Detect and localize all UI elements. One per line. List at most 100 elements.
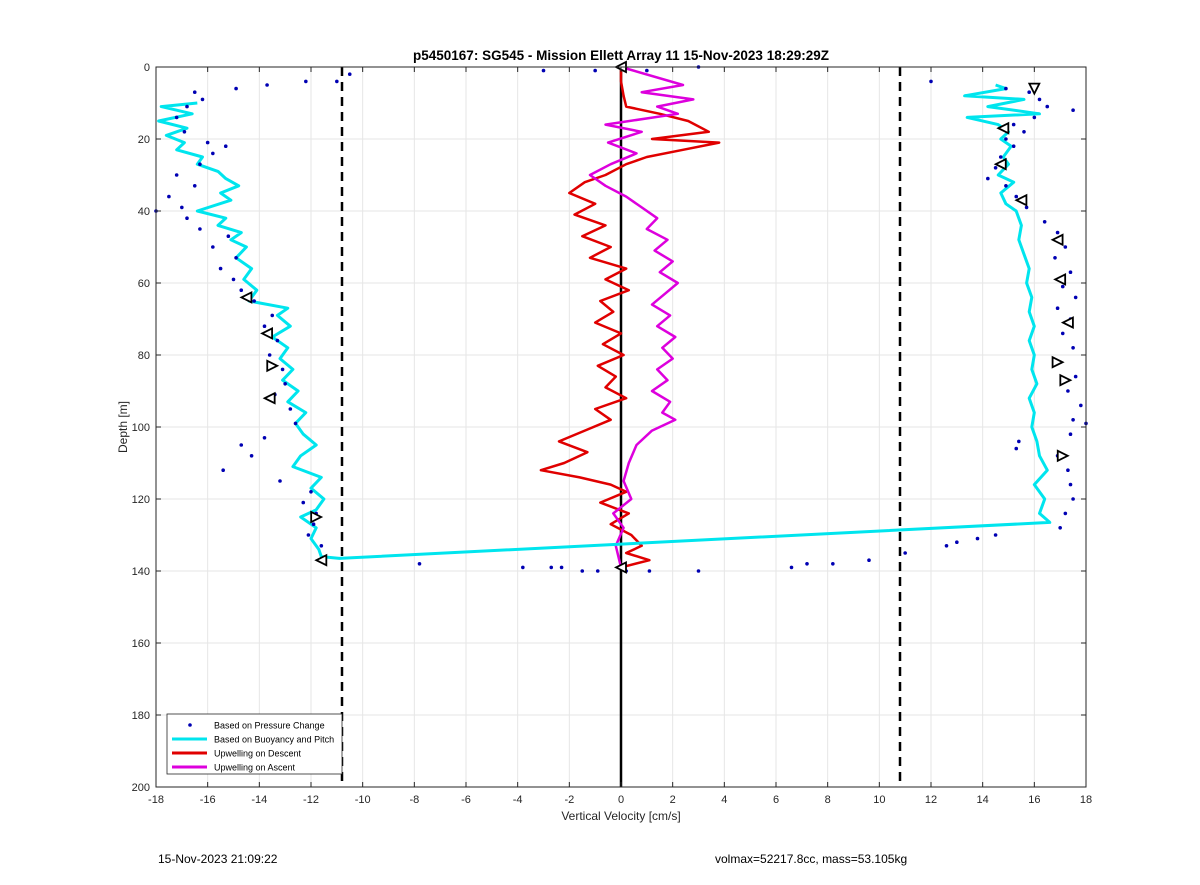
data-point — [805, 562, 809, 566]
data-point — [521, 565, 525, 570]
x-tick-label: -12 — [303, 794, 319, 806]
data-point — [211, 151, 215, 156]
data-point — [221, 468, 225, 473]
glider-marker — [1056, 449, 1070, 463]
data-point — [309, 490, 313, 494]
data-point — [192, 184, 197, 188]
x-tick-label: -16 — [200, 794, 216, 806]
data-point — [167, 194, 171, 199]
data-point — [218, 266, 223, 271]
data-point — [1060, 331, 1065, 336]
legend-swatch — [188, 723, 192, 727]
x-tick-label: -2 — [564, 794, 574, 806]
data-point — [867, 558, 871, 562]
x-tick-label: -8 — [409, 794, 419, 806]
data-point — [185, 216, 189, 220]
data-point — [1055, 230, 1060, 235]
data-point — [789, 565, 794, 570]
glider-markers — [239, 60, 1074, 574]
x-tick-label: 16 — [1028, 794, 1040, 806]
reference-lines — [340, 67, 902, 787]
data-point — [198, 162, 202, 166]
legend-box — [166, 713, 343, 775]
data-point — [1022, 130, 1026, 134]
x-tick-label: -14 — [251, 794, 267, 806]
data-point — [1071, 418, 1075, 422]
series-line-3 — [588, 65, 695, 568]
glider-marker — [1027, 82, 1041, 96]
data-point — [1045, 104, 1050, 109]
data-point — [1014, 194, 1019, 199]
y-tick-label: 40 — [138, 206, 150, 218]
glider-marker — [1051, 355, 1065, 369]
data-point — [1060, 284, 1065, 289]
y-tick-label: 120 — [132, 494, 150, 506]
y-tick-label: 140 — [132, 566, 150, 578]
data-point — [174, 115, 179, 120]
data-point — [1063, 245, 1068, 249]
data-point — [234, 255, 238, 260]
data-point — [200, 97, 205, 102]
y-tick-label: 180 — [132, 710, 150, 722]
data-point — [231, 277, 236, 282]
data-point — [234, 86, 238, 91]
glider-marker — [260, 326, 273, 340]
x-tick-label: -18 — [148, 794, 164, 806]
glider-marker — [266, 359, 280, 373]
data-point — [645, 68, 649, 73]
data-point — [1071, 346, 1075, 350]
data-point — [955, 540, 959, 544]
data-point — [311, 522, 316, 526]
data-point — [270, 313, 275, 318]
data-point — [239, 288, 244, 293]
data-point — [831, 562, 835, 566]
data-point — [1027, 90, 1031, 94]
x-tick-label: -10 — [355, 794, 371, 806]
x-axis-label: Vertical Velocity [cm/s] — [561, 809, 680, 823]
legend-label: Based on Pressure Change — [214, 721, 325, 731]
y-tick-label: 80 — [138, 350, 150, 362]
data-point — [1055, 306, 1060, 311]
x-tick-label: 2 — [670, 794, 676, 806]
x-tick-label: 4 — [721, 794, 727, 806]
data-point — [211, 245, 215, 249]
glider-marker — [262, 391, 276, 405]
y-tick-label: 0 — [144, 62, 150, 74]
data-point — [541, 68, 546, 73]
data-point — [1037, 97, 1042, 102]
data-point — [1053, 255, 1057, 260]
data-point — [1073, 374, 1078, 379]
data-point — [1071, 497, 1075, 501]
data-point — [335, 79, 339, 84]
series-line-1 — [157, 83, 1052, 560]
data-point — [903, 551, 907, 555]
x-tick-label: 10 — [873, 794, 885, 806]
data-point — [180, 205, 184, 210]
data-point — [265, 83, 269, 87]
data-point — [417, 562, 422, 566]
data-point — [223, 144, 228, 148]
data-point — [280, 367, 285, 372]
data-point — [252, 299, 256, 303]
legend-label: Upwelling on Ascent — [214, 763, 296, 773]
data-point — [185, 104, 189, 109]
legend-label: Upwelling on Descent — [214, 749, 302, 759]
glider-marker — [314, 553, 328, 567]
data-point — [1073, 295, 1078, 300]
x-tick-label: 0 — [618, 794, 624, 806]
data-point — [1063, 511, 1068, 516]
y-axis-label: Depth [m] — [116, 401, 130, 453]
data-point — [182, 130, 187, 134]
y-tick-label: 160 — [132, 638, 150, 650]
x-tick-label: 12 — [925, 794, 937, 806]
glider-marker — [1050, 233, 1064, 247]
x-tick-label: 6 — [773, 794, 779, 806]
x-tick-label: 8 — [825, 794, 831, 806]
data-point — [593, 68, 597, 73]
data-point — [1058, 526, 1062, 530]
data-point — [1004, 137, 1008, 141]
data-point — [1068, 432, 1073, 437]
axis-ticks: -18 -16 -14 -12 -10 -8 -6 -4 -2 0 2 4 6 8 10 12 14 16 1802… — [132, 62, 1092, 806]
data-point — [1066, 389, 1070, 393]
